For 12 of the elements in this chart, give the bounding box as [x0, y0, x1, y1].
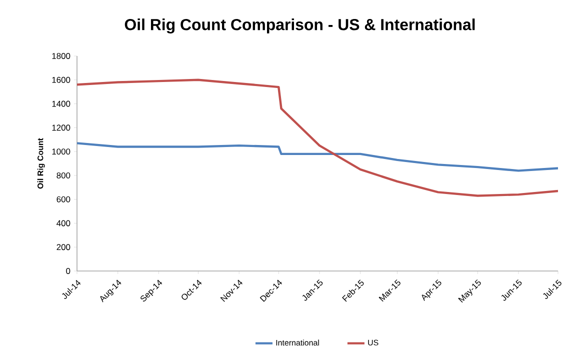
y-tick-label: 0 — [66, 268, 70, 274]
line-series — [77, 78, 558, 197]
y-tick-label: 1200 — [52, 124, 70, 131]
y-tick-label: 800 — [56, 172, 70, 178]
y-tick-label: 1000 — [52, 148, 70, 155]
y-tick-label: 200 — [56, 244, 70, 250]
chart-title: Oil Rig Count Comparison - US & International — [124, 18, 475, 34]
y-tick-label: 600 — [56, 196, 70, 202]
y-tick-label: 1800 — [52, 53, 70, 59]
y-tick-label: 1600 — [52, 76, 70, 83]
y-tick-label: 1400 — [52, 100, 70, 107]
y-tick-label: 400 — [56, 220, 70, 226]
